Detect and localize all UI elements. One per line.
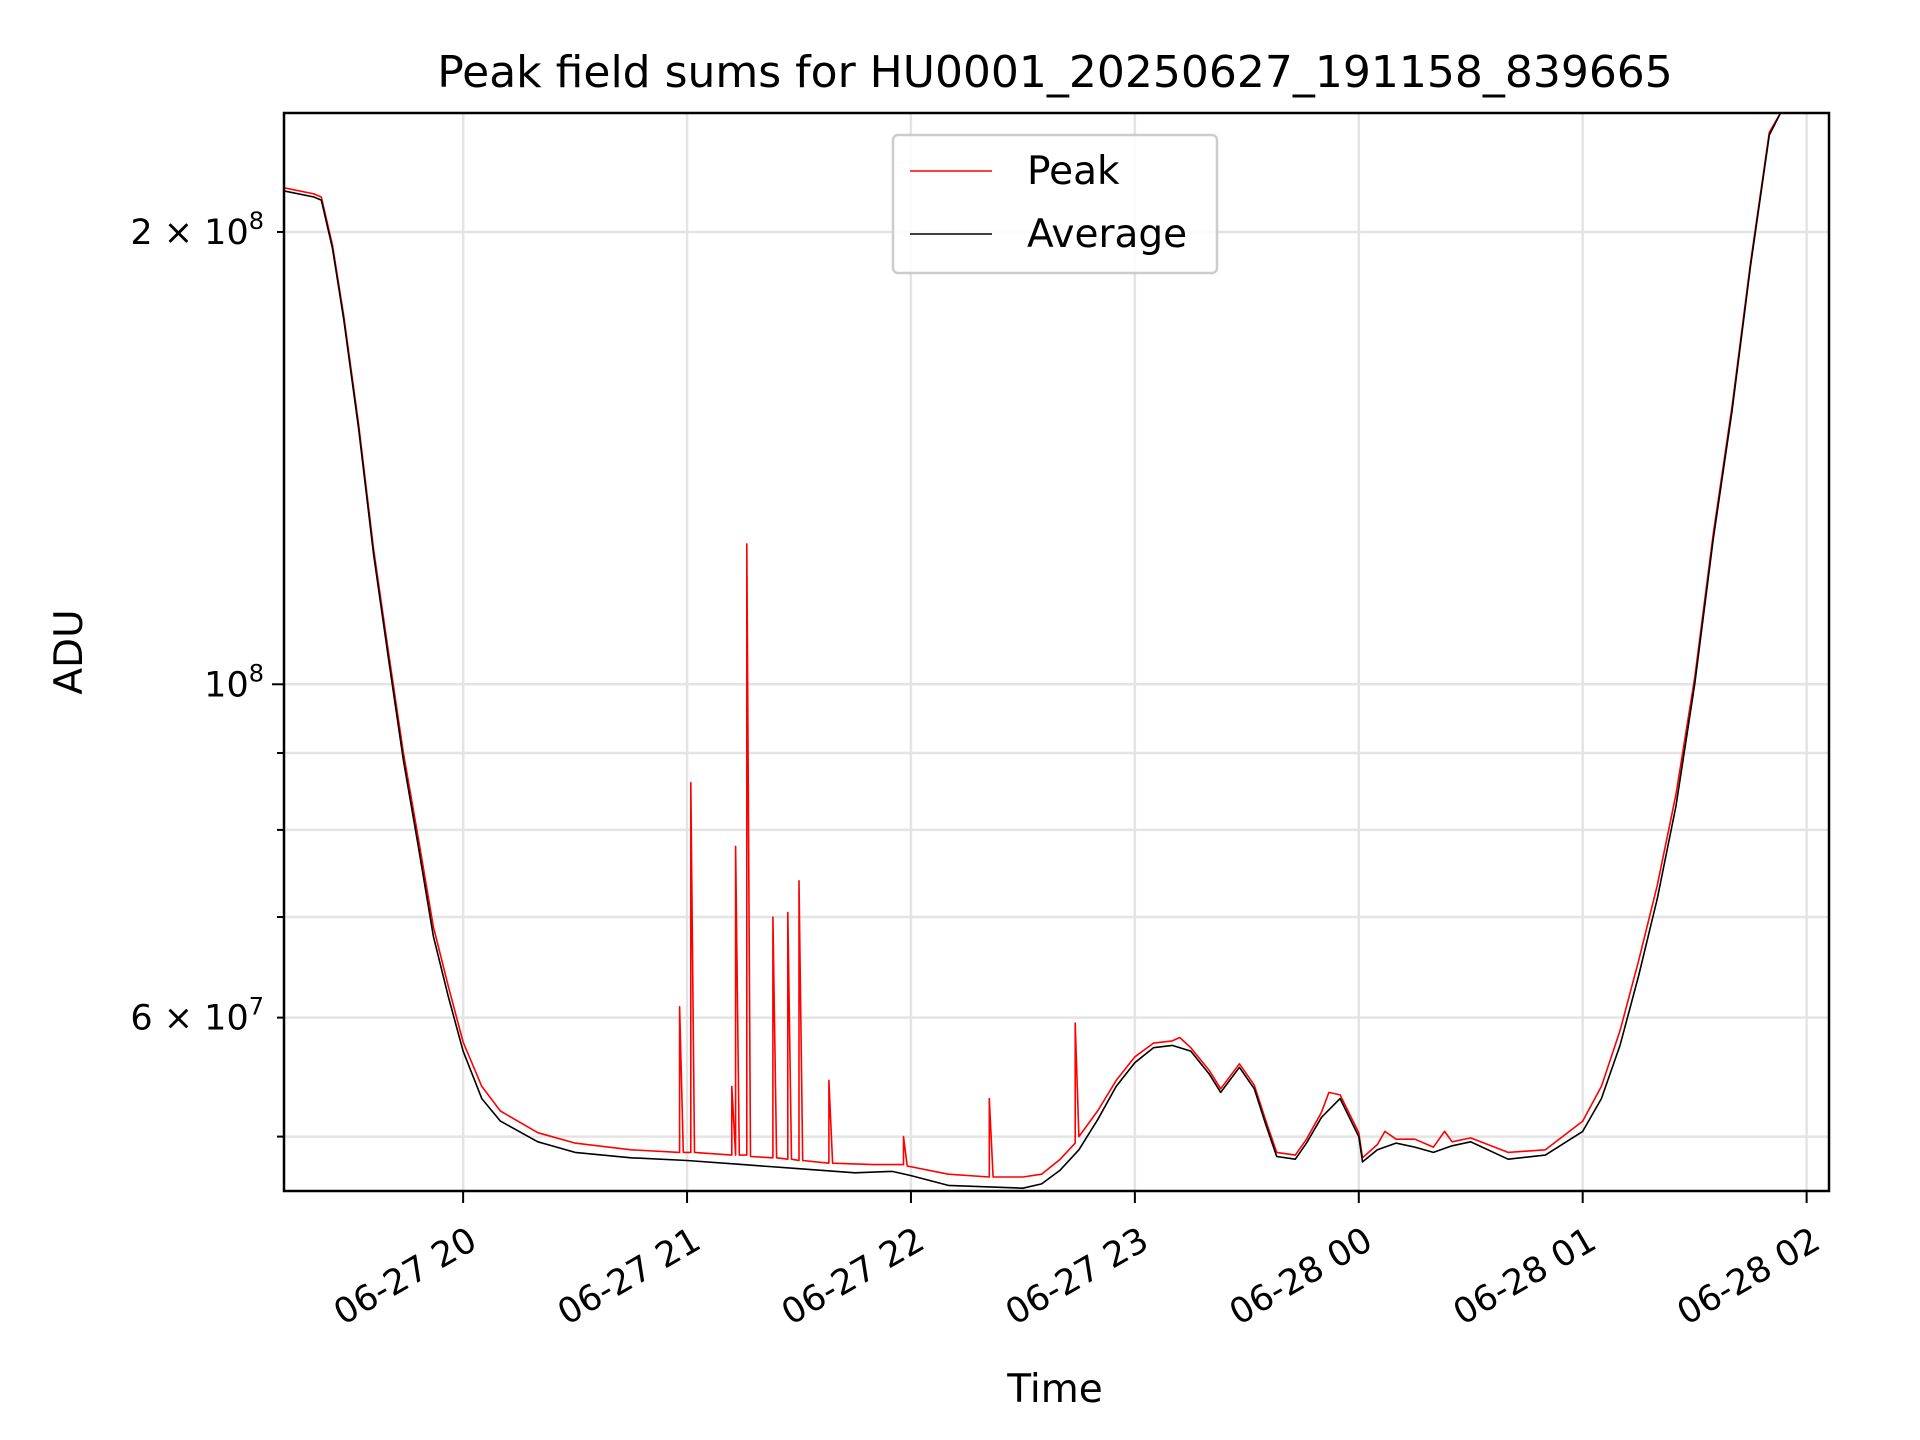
series-layer xyxy=(284,113,1782,1189)
y-axis: 108 6 × 107 2 × 108 xyxy=(130,207,284,1138)
legend: Peak Average xyxy=(891,133,1219,275)
legend-label-average: Average xyxy=(1027,212,1187,257)
y-axis-label: ADU xyxy=(47,609,92,694)
y-tick-label: 108 xyxy=(204,659,264,705)
chart-title: Peak field sums for HU0001_20250627_1911… xyxy=(437,47,1673,98)
plot-frame xyxy=(282,111,1831,1193)
y-tick-label: 2 × 108 xyxy=(130,207,264,253)
legend-box xyxy=(891,133,1219,275)
legend-label-peak: Peak xyxy=(1027,149,1120,194)
x-axis-label: Time xyxy=(1006,1367,1102,1412)
y-tick-label: 6 × 107 xyxy=(130,993,264,1039)
series-line-average xyxy=(284,113,1782,1189)
series-line-peak xyxy=(284,113,1782,1178)
